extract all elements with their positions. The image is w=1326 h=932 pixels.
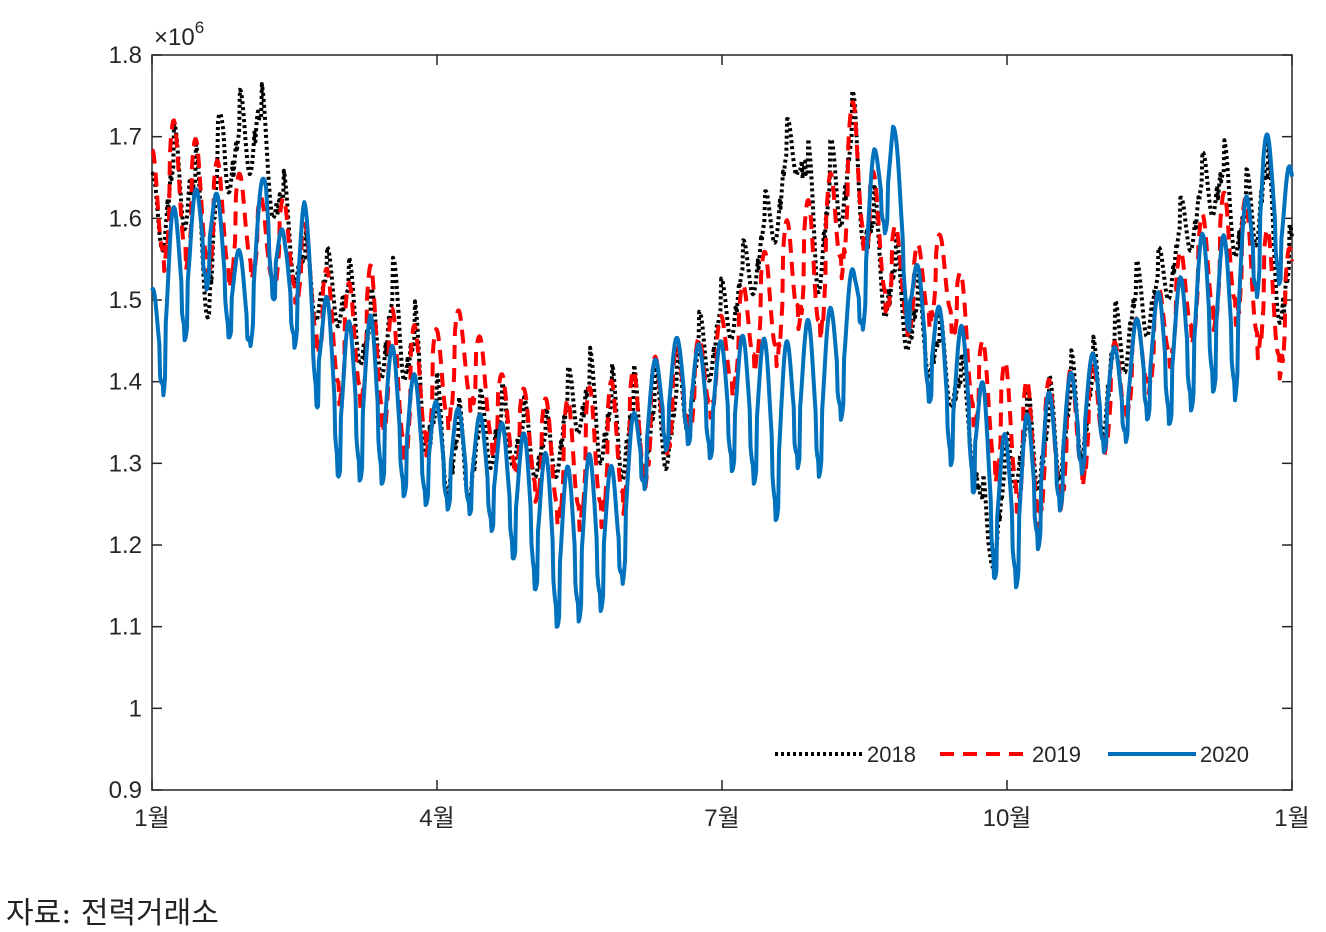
y-tick-label: 1.4	[109, 369, 142, 396]
legend: 2018 2019 2020	[775, 742, 1249, 767]
x-tick-label: 10월	[983, 805, 1032, 832]
y-tick-label: 1.8	[109, 42, 142, 69]
x-tick-label: 7월	[704, 805, 739, 832]
x-tick-label: 4월	[419, 805, 454, 832]
y-tick-label: 1.6	[109, 205, 142, 232]
y-tick-label: 1.1	[109, 614, 142, 641]
axes: 0.9 1 1.1 1.2 1.3 1.4 1.5 1.6 1.7 1.8 1월 4월 7월 10월 1월 ×…	[109, 18, 1310, 832]
series-line-2020	[150, 124, 1294, 629]
legend-label-2019: 2019	[1032, 742, 1081, 767]
y-tick-label: 1.5	[109, 287, 142, 314]
source-note: 자료: 전력거래소	[6, 896, 219, 931]
x-tick-label: 1월	[1274, 805, 1309, 832]
x-tick-label: 1월	[134, 805, 169, 832]
legend-label-2020: 2020	[1200, 742, 1249, 767]
y-tick-label: 1.3	[109, 450, 142, 477]
legend-label-2018: 2018	[867, 742, 916, 767]
series-group	[150, 82, 1294, 629]
y-tick-label: 1.2	[109, 532, 142, 559]
y-tick-label: 0.9	[109, 777, 142, 804]
y-tick-label: 1	[129, 695, 142, 722]
y-tick-label: 1.7	[109, 124, 142, 151]
chart: 0.9 1 1.1 1.2 1.3 1.4 1.5 1.6 1.7 1.8 1월 4월 7월 10월 1월 ×…	[109, 18, 1310, 832]
y-exponent-label: ×106	[154, 18, 204, 51]
